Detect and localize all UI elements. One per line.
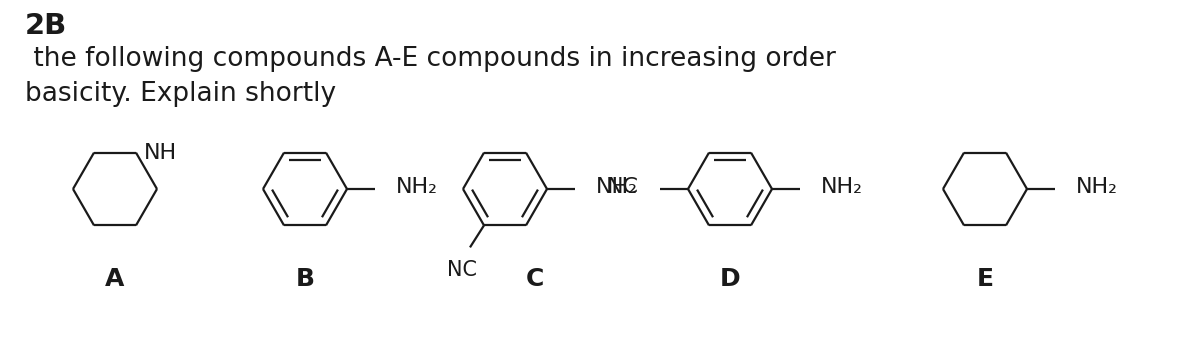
Text: NH₂: NH₂ bbox=[596, 177, 638, 197]
Text: 2B: 2B bbox=[25, 12, 67, 40]
Text: NH: NH bbox=[144, 143, 178, 163]
Text: NH₂: NH₂ bbox=[396, 177, 438, 197]
Text: NC: NC bbox=[607, 177, 640, 197]
Text: A: A bbox=[106, 267, 125, 291]
Text: D: D bbox=[720, 267, 740, 291]
Text: NH₂: NH₂ bbox=[821, 177, 863, 197]
Text: NC: NC bbox=[446, 260, 478, 280]
Text: NH₂: NH₂ bbox=[1076, 177, 1118, 197]
Text: C: C bbox=[526, 267, 544, 291]
Text: basicity. Explain shortly: basicity. Explain shortly bbox=[25, 81, 336, 107]
Text: B: B bbox=[295, 267, 314, 291]
Text: E: E bbox=[977, 267, 994, 291]
Text: the following compounds A-E compounds in increasing order: the following compounds A-E compounds in… bbox=[25, 46, 836, 72]
